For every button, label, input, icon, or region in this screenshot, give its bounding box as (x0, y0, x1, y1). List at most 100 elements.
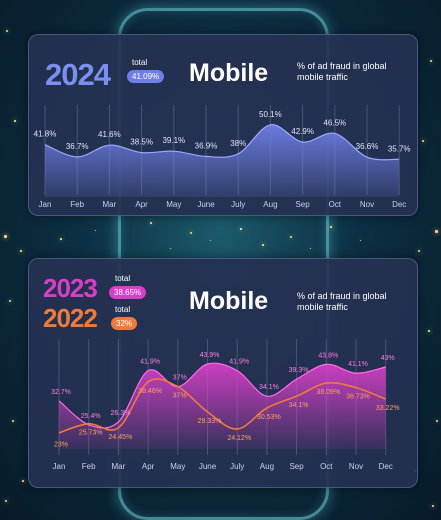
area-series-2023 (59, 363, 386, 449)
sparkle-dot (60, 238, 62, 240)
heading-mobile-2024: Mobile (189, 59, 269, 87)
tick-label-2023-sep: Sep (289, 462, 304, 471)
data-label-2024-mar: 41.6% (98, 130, 121, 139)
description-2024: % of ad fraud in global mobile traffic (297, 61, 387, 82)
line-series-2022 (58, 378, 386, 434)
data-label-2022-dec: 33.22% (376, 405, 400, 412)
data-label-2022-nov: 36.73% (346, 394, 370, 401)
year-2022: 2022 (43, 303, 98, 333)
total-badge-2024: 41.09% (127, 70, 165, 83)
sparkle-dot (290, 236, 292, 238)
chart-panel-2024: 2024 total 41.09% Mobile % of ad fraud i… (28, 34, 418, 216)
data-label-2024-dec: 35.7% (388, 144, 411, 153)
sparkle-dot (422, 140, 424, 142)
data-label-2023-nov: 41.1% (348, 361, 368, 368)
tick-label-2023-jan: Jan (53, 462, 66, 471)
sparkle-dot (150, 222, 152, 224)
tick-label-2024-apr: Apr (135, 200, 148, 209)
tick-label-2023-feb: Feb (82, 462, 96, 471)
total-label-2022: total (115, 305, 131, 314)
sparkle-dot (9, 300, 11, 302)
sparkle-dot (95, 230, 97, 232)
tick-label-2024-may: May (166, 200, 181, 209)
data-label-2023-dec: 43% (381, 355, 395, 362)
tick-label-2023-dec: Dec (379, 462, 393, 471)
data-label-2024-sep: 42.9% (291, 127, 314, 136)
total-badge-2023: 38.65% (109, 286, 147, 299)
data-label-2023-jan: 32.7% (51, 389, 71, 396)
data-label-2022-mar: 24.45% (109, 434, 133, 441)
sparkle-dot (435, 230, 438, 233)
tick-label-2023-aug: Aug (260, 462, 274, 471)
tick-label-2023-nov: Nov (349, 462, 363, 471)
tick-label-2024-mar: Mar (103, 200, 117, 209)
sparkle-dot (262, 244, 264, 246)
data-label-2023-may: 37% (173, 375, 187, 382)
sparkle-dot (310, 248, 312, 250)
total-label-2024: total (132, 58, 148, 67)
tick-label-2023-may: May (170, 462, 185, 471)
total-badge-2022: 32% (111, 317, 138, 330)
sparkle-dot (14, 120, 16, 122)
data-label-2022-apr: 38.46% (138, 388, 162, 395)
sparkle-dot (12, 420, 14, 422)
sparkle-dot (190, 232, 192, 234)
sparkle-dot (4, 235, 7, 238)
data-label-2023-july: 41.9% (229, 359, 249, 366)
chart-2023-2022: 32.7% 25.4% 26.3% 41.9% 37% 43.9% 41.9% 34.1% 39… (51, 339, 400, 471)
data-label-2022-aug: 30.53% (257, 414, 281, 421)
data-label-2024-june: 36.9% (195, 141, 218, 150)
data-label-2022-feb: 25.73% (79, 430, 103, 437)
sparkle-dot (432, 505, 434, 507)
tick-label-2024-dec: Dec (392, 200, 406, 209)
data-label-2024-nov: 36.6% (356, 142, 379, 151)
data-label-2022-july: 24.12% (227, 435, 251, 442)
sparkle-dot (428, 330, 430, 332)
tick-label-2024-jan: Jan (39, 200, 52, 209)
heading-mobile-2023: Mobile (189, 287, 269, 315)
data-label-2022-may: 37% (173, 393, 187, 400)
line-series-2024 (44, 124, 400, 161)
data-label-2023-aug: 34.1% (259, 384, 279, 391)
tick-label-2024-feb: Feb (70, 200, 84, 209)
year-2023: 2023 (43, 273, 98, 303)
tick-label-2024-july: July (231, 200, 245, 209)
sparkle-dot (430, 60, 432, 62)
chart-2024: 41.8% 36.7% 41.6% 38.5% 39.1% 36.9% 38% 50.1% 42… (34, 105, 411, 209)
tick-label-2023-apr: Apr (142, 462, 155, 471)
tick-label-2023-mar: Mar (112, 462, 126, 471)
data-label-2024-july: 38% (230, 139, 246, 148)
data-label-2023-oct: 43.8% (318, 352, 338, 359)
sparkle-dot (22, 480, 24, 482)
sparkle-dot (6, 30, 8, 32)
total-label-2023: total (115, 274, 131, 283)
sparkle-dot (360, 240, 362, 242)
sparkle-dot (240, 228, 242, 230)
tick-label-2023-oct: Oct (320, 462, 333, 471)
data-label-2024-aug: 50.1% (259, 110, 282, 119)
data-label-2023-apr: 41.9% (140, 359, 160, 366)
year-2024: 2024 (45, 57, 111, 92)
sparkle-dot (170, 248, 172, 250)
data-label-2023-sep: 39.3% (289, 367, 309, 374)
sparkle-dot (5, 500, 7, 502)
tick-label-2024-june: June (197, 200, 215, 209)
data-label-2023-mar: 26.3% (110, 410, 130, 417)
sparkle-dot (210, 240, 212, 242)
tick-label-2024-sep: Sep (295, 200, 310, 209)
data-label-2024-jan: 41.8% (34, 130, 57, 139)
sparkle-dot (330, 226, 332, 228)
data-label-2022-oct: 38.09% (316, 389, 340, 396)
sparkle-dot (436, 420, 438, 422)
chart-panel-2023-2022: 2023 total 38.65% 2022 total 32% Mobile … (28, 258, 418, 488)
description-2023: % of ad fraud in global mobile traffic (297, 291, 387, 312)
data-label-2024-oct: 46.5% (323, 118, 346, 127)
tick-label-2024-nov: Nov (360, 200, 374, 209)
tick-label-2023-july: July (230, 462, 244, 471)
data-label-2024-feb: 36.7% (66, 142, 89, 151)
tick-label-2024-oct: Oct (329, 200, 342, 209)
data-label-2024-may: 39.1% (162, 136, 185, 145)
data-label-2024-apr: 38.5% (130, 138, 153, 147)
tick-label-2024-aug: Aug (263, 200, 277, 209)
data-label-2023-feb: 25.4% (81, 413, 101, 420)
